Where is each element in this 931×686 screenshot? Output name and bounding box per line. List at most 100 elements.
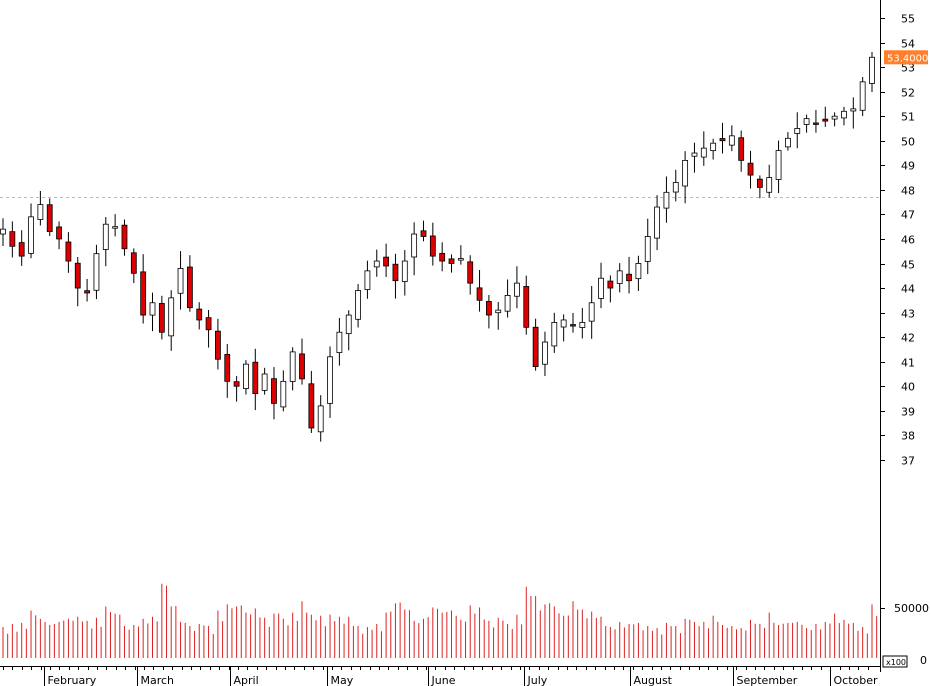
- candle-body: [719, 138, 726, 142]
- candle-body: [710, 142, 717, 152]
- candle-body: [205, 317, 212, 331]
- volume-multiplier-label: x100: [886, 658, 906, 667]
- candle-body: [766, 177, 773, 193]
- candle-body: [177, 268, 184, 294]
- candle-body: [392, 263, 399, 282]
- month-axis: February March April May June July August Septe…: [3, 666, 878, 686]
- candle-body: [869, 56, 875, 84]
- candle-body: [485, 301, 492, 316]
- candle-body: [215, 330, 221, 360]
- price-tick-label-45: 45: [901, 259, 915, 272]
- last-price-badge: [884, 50, 928, 65]
- month-label-april: April: [234, 674, 259, 686]
- candle-body: [65, 241, 72, 262]
- candle-body: [411, 233, 418, 258]
- candle-body: [345, 314, 352, 335]
- candle-body: [299, 353, 305, 380]
- candle-body: [588, 302, 595, 322]
- volume-tick-label: 50000: [894, 602, 929, 615]
- price-tick-label-50: 50: [901, 136, 915, 149]
- candle-body: [336, 331, 343, 353]
- candle-body: [280, 380, 287, 408]
- candle-body: [289, 351, 296, 382]
- price-tick-label-40: 40: [901, 381, 915, 394]
- candle-body: [0, 228, 6, 235]
- candle-body: [747, 162, 754, 176]
- candle-body: [794, 128, 801, 134]
- candle-body: [93, 253, 100, 291]
- candle-body: [102, 223, 109, 250]
- candle-body: [616, 270, 623, 284]
- month-label-february: February: [48, 674, 97, 686]
- candle-body: [149, 302, 156, 316]
- candle-body: [112, 226, 119, 229]
- candle-body: [691, 152, 698, 157]
- candle-body: [401, 260, 408, 282]
- candle-body: [308, 383, 315, 429]
- candle-body: [663, 191, 670, 209]
- candle-body: [158, 302, 165, 333]
- month-label-may: May: [331, 674, 354, 686]
- candle-body: [186, 266, 193, 309]
- last-price-label: 53.4000: [887, 53, 928, 64]
- candle-body: [756, 178, 763, 188]
- volume-zero-label: 0: [920, 654, 927, 667]
- candle-body: [383, 256, 390, 267]
- candle-body: [140, 271, 147, 316]
- candle-body: [327, 356, 333, 404]
- candle-body: [355, 290, 361, 320]
- candle-body: [317, 405, 324, 433]
- candle-body: [476, 287, 483, 301]
- candle-body: [252, 361, 259, 395]
- candle-body: [364, 270, 371, 290]
- candle-body: [598, 277, 604, 299]
- candle-body: [121, 224, 128, 250]
- candle-body: [607, 280, 614, 289]
- candle-body: [682, 159, 689, 187]
- candle-body: [700, 147, 707, 158]
- candle-body: [672, 182, 679, 193]
- candle-body: [570, 324, 576, 327]
- month-label-march: March: [141, 674, 175, 686]
- candle-body: [373, 260, 380, 268]
- candle-body: [233, 381, 240, 387]
- price-tick-label-51: 51: [901, 111, 915, 124]
- candle-body: [448, 258, 455, 264]
- candle-body: [168, 297, 175, 337]
- candle-body: [495, 309, 502, 314]
- candle-body: [551, 322, 558, 347]
- price-tick-label-48: 48: [901, 185, 915, 198]
- candle-body: [560, 319, 567, 328]
- volume-multiplier-box: [882, 655, 908, 668]
- candle-body: [504, 295, 511, 312]
- candle-body: [831, 115, 838, 120]
- price-tick-label-41: 41: [901, 357, 915, 370]
- candle-body: [626, 273, 632, 282]
- candle-body: [420, 230, 427, 237]
- price-tick-label-39: 39: [901, 406, 915, 419]
- candle-body: [84, 290, 90, 294]
- candle-body: [130, 252, 137, 274]
- price-tick-label-43: 43: [901, 308, 915, 321]
- price-tick-label-46: 46: [901, 234, 915, 247]
- month-label-august: August: [634, 674, 673, 686]
- price-axis: 37 38 39 40 41 42 43 44 45 46 47 48 49 50 51 52 53 54 55: [880, 13, 915, 468]
- candle-body: [74, 262, 81, 289]
- price-candles: [0, 51, 875, 442]
- candle-body: [439, 252, 446, 262]
- candle-body: [785, 137, 791, 148]
- candle-body: [18, 242, 25, 257]
- candle-body: [28, 216, 34, 254]
- candle-body: [728, 135, 735, 146]
- candle-body: [654, 206, 660, 239]
- candle-body: [523, 286, 530, 328]
- price-tick-label-37: 37: [901, 455, 915, 468]
- price-tick-label-52: 52: [901, 87, 915, 100]
- month-label-september: September: [737, 674, 798, 686]
- price-tick-label-49: 49: [901, 160, 915, 173]
- price-tick-label-38: 38: [901, 430, 915, 443]
- candle-body: [429, 235, 436, 257]
- candle-body: [850, 108, 857, 112]
- candle-body: [9, 231, 16, 247]
